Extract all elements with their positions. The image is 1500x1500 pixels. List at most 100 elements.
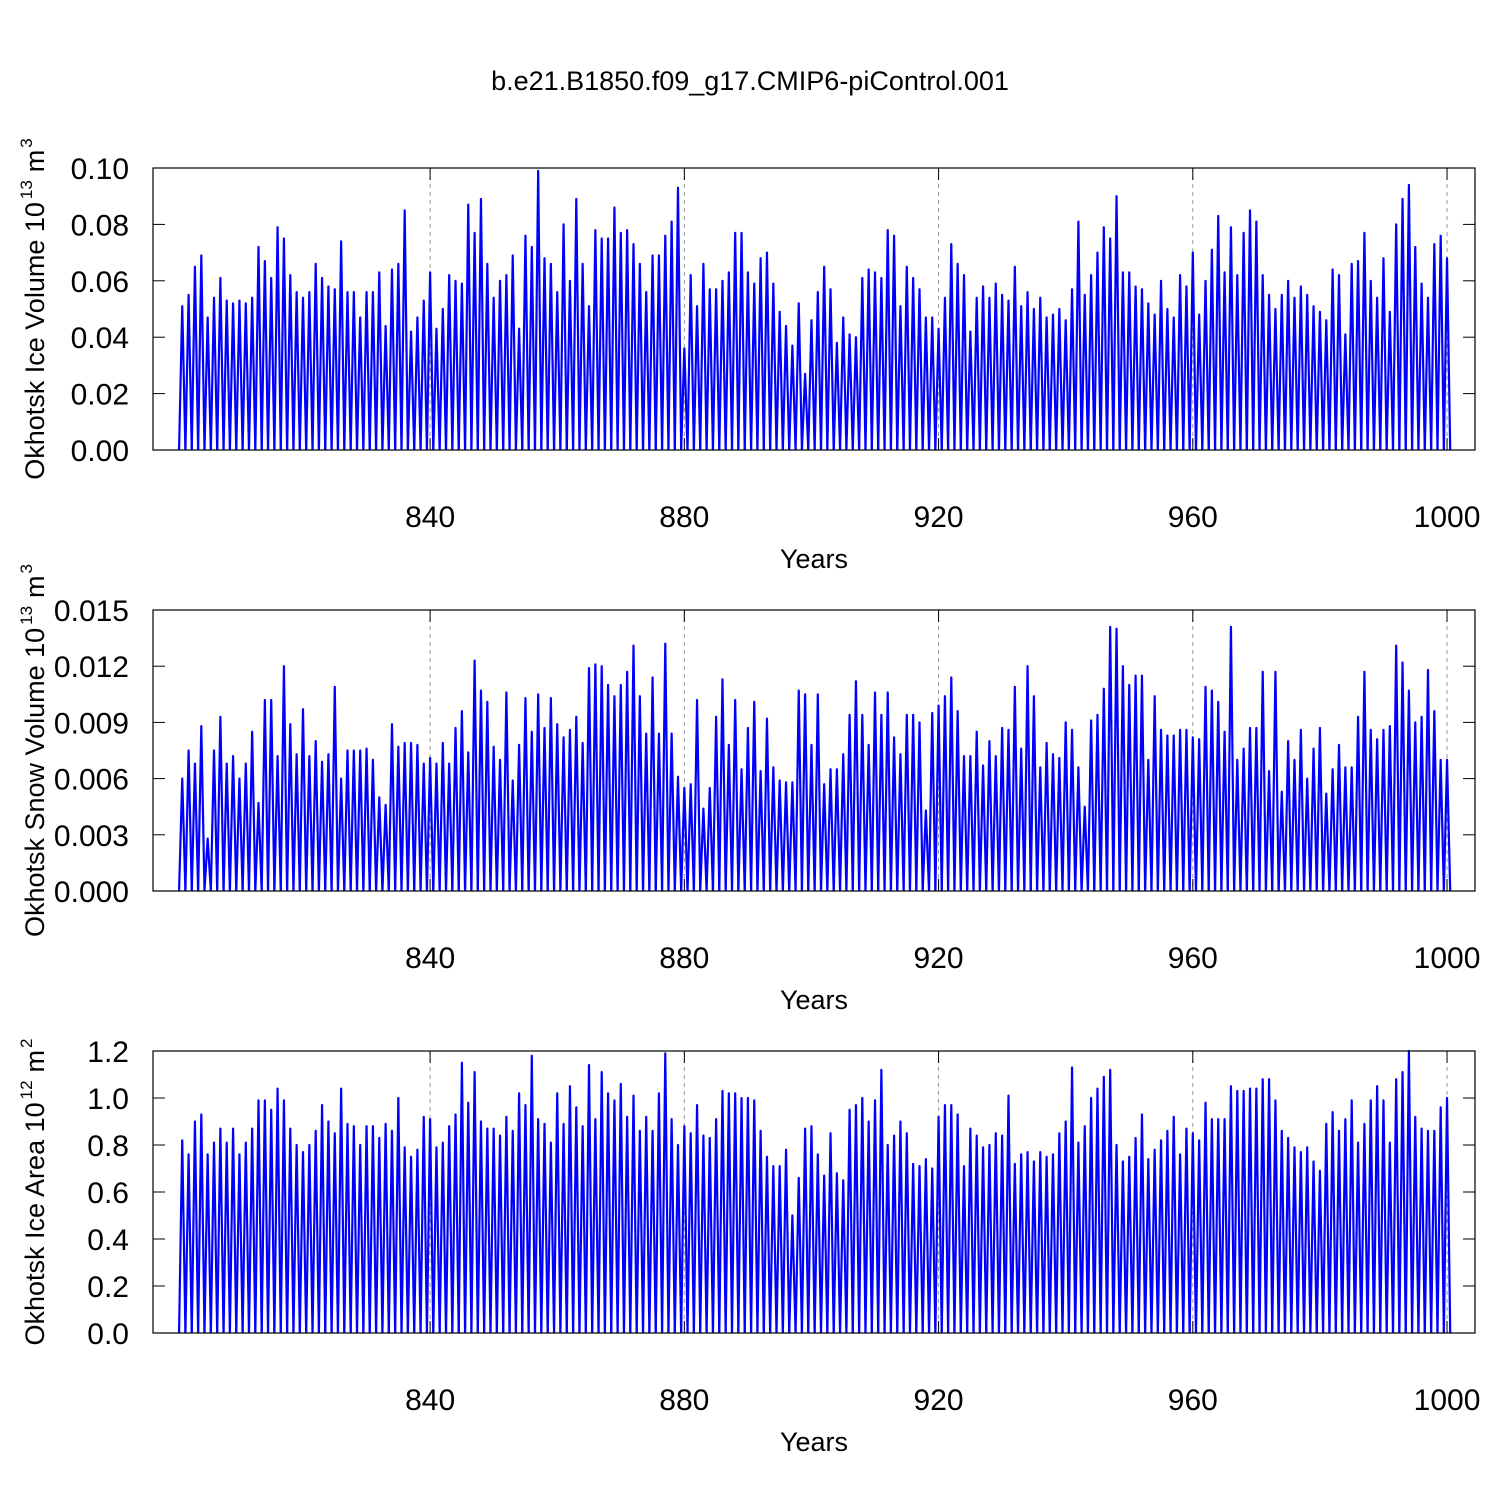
data-spike — [254, 245, 263, 451]
x-tick-label: 960 — [1168, 501, 1218, 534]
data-spike — [406, 741, 416, 892]
data-spike — [559, 1122, 568, 1334]
data-spike — [1023, 290, 1032, 451]
data-spike — [902, 713, 912, 892]
data-spike — [1188, 251, 1198, 451]
data-spike — [413, 316, 422, 451]
data-spike — [203, 1153, 212, 1334]
data-spike — [1201, 1101, 1210, 1334]
data-spike — [870, 691, 880, 892]
data-spike — [648, 676, 657, 892]
data-spike — [947, 1103, 956, 1334]
data-spike — [1131, 1136, 1140, 1334]
data-spike — [483, 262, 492, 451]
y-label-unit: m — [20, 150, 50, 173]
data-spike — [730, 698, 740, 892]
data-spike — [1163, 1129, 1172, 1334]
data-spike — [934, 1115, 943, 1334]
data-spike — [343, 1122, 352, 1334]
data-spike — [1067, 288, 1077, 451]
data-spike — [1194, 313, 1204, 451]
x-tick-label: 920 — [914, 1384, 964, 1417]
y-label-exponent: 12 — [17, 1080, 36, 1099]
data-spike — [508, 779, 518, 892]
data-spike — [209, 749, 219, 892]
data-spike — [1271, 1099, 1280, 1334]
data-spike — [921, 316, 931, 451]
data-spike — [1099, 226, 1109, 451]
data-spike — [1309, 305, 1318, 451]
data-spike — [1328, 768, 1337, 892]
data-spike — [1182, 1127, 1191, 1334]
data-spike — [1207, 248, 1217, 451]
data-spike — [597, 1071, 606, 1334]
data-spike — [1156, 728, 1166, 892]
data-spike — [1163, 307, 1172, 451]
data-spike — [444, 1125, 454, 1334]
data-spike — [1321, 792, 1331, 892]
data-spike — [1321, 1122, 1331, 1334]
data-spike — [190, 762, 200, 892]
data-spike — [985, 1143, 994, 1334]
data-spike — [1328, 1110, 1337, 1334]
data-spike — [1086, 1096, 1096, 1334]
data-spike — [387, 268, 397, 451]
data-spike — [610, 695, 619, 892]
data-spike — [419, 299, 429, 451]
y-axis-label: Okhotsk Snow Volume 10 13 m 3 — [17, 564, 50, 937]
data-spike — [1004, 1094, 1013, 1334]
data-spike — [756, 257, 765, 451]
y-tick-label: 0.02 — [71, 379, 129, 412]
data-spike — [877, 276, 886, 451]
data-spike — [1264, 770, 1274, 892]
data-spike — [305, 755, 314, 892]
data-spike — [406, 330, 416, 451]
data-spike — [1055, 307, 1064, 451]
data-spike — [858, 276, 867, 451]
data-spike — [826, 768, 835, 892]
data-spike — [1391, 223, 1401, 451]
data-spike — [966, 755, 975, 892]
data-spike — [769, 282, 778, 451]
data-spike — [1220, 1118, 1229, 1334]
data-spike — [788, 781, 797, 892]
data-spike — [1258, 274, 1267, 451]
x-tick-label: 920 — [914, 501, 964, 534]
data-spike — [330, 1132, 340, 1334]
data-spike — [597, 665, 606, 892]
y-tick-label: 0.012 — [54, 651, 129, 684]
data-spike — [927, 711, 937, 892]
data-spike — [489, 296, 498, 451]
data-spike — [203, 837, 212, 892]
data-spike — [597, 237, 606, 451]
data-spike — [1290, 758, 1299, 892]
data-spike — [476, 1120, 486, 1334]
data-spike — [851, 1103, 861, 1334]
data-spike — [495, 1134, 505, 1334]
data-spike — [1220, 271, 1229, 451]
data-spike — [546, 262, 556, 451]
data-spike — [292, 1143, 301, 1334]
data-spike — [527, 1054, 537, 1334]
data-spike — [813, 290, 823, 451]
data-spike — [247, 730, 257, 892]
data-spike — [851, 336, 861, 451]
data-spike — [667, 220, 676, 451]
data-spike — [616, 683, 626, 892]
data-spike — [743, 726, 753, 892]
data-spike — [997, 293, 1007, 451]
data-spike — [330, 685, 340, 892]
data-spike — [705, 1136, 715, 1334]
data-spike — [1290, 1146, 1299, 1334]
data-spike — [1226, 1085, 1236, 1334]
data-spike — [565, 279, 575, 451]
data-spike — [610, 1099, 619, 1334]
data-spike — [1430, 1129, 1439, 1334]
data-spike — [1099, 1075, 1109, 1334]
data-spike — [1404, 183, 1414, 451]
data-spike — [1315, 1169, 1325, 1334]
data-spike — [635, 695, 645, 892]
data-spike — [699, 1134, 708, 1334]
data-spike — [260, 1099, 270, 1334]
